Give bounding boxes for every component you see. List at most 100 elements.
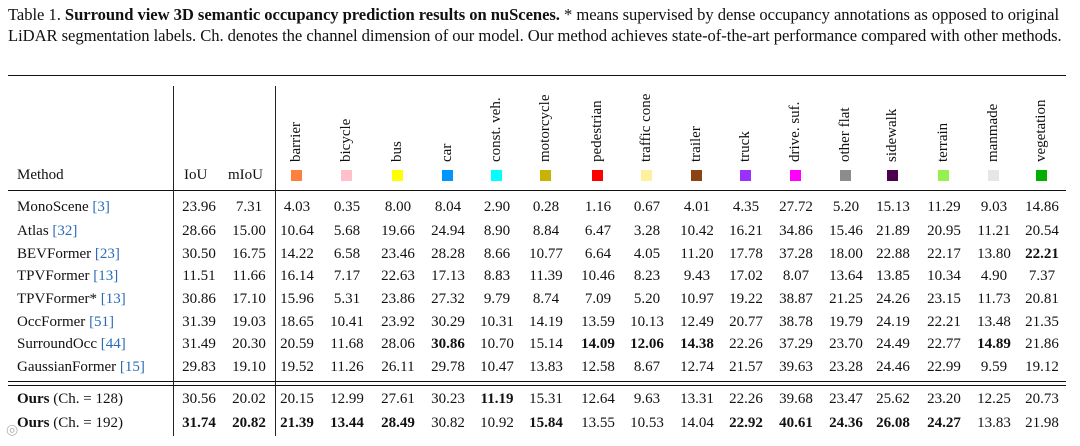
method-name: OccFormer [51] (17, 313, 114, 331)
table-cell: 22.63 (381, 268, 415, 284)
table-cell: 15.84 (529, 415, 563, 431)
method-name: Ours (Ch. = 128) (17, 390, 123, 408)
table-cell: 14.38 (680, 336, 714, 352)
class-color-swatch (491, 170, 502, 181)
table-cell: 10.46 (581, 268, 615, 284)
table-cell: 14.22 (280, 246, 314, 262)
class-color-swatch (291, 170, 302, 181)
table-cell: 34.86 (779, 223, 813, 239)
table-cell: 6.64 (584, 246, 612, 262)
table-cell: 15.00 (232, 223, 266, 239)
table-cell: 27.32 (431, 291, 465, 307)
table-cell: 7.37 (1028, 268, 1056, 284)
table-cell: 38.87 (779, 291, 813, 307)
table-cell: 10.64 (280, 223, 314, 239)
method-label: Ours (17, 391, 50, 407)
table-cell: 4.03 (283, 199, 311, 215)
table-cell: 13.83 (529, 359, 563, 375)
table-cell: 20.54 (1025, 223, 1059, 239)
table-cell: 9.59 (980, 359, 1008, 375)
table-cell: 12.25 (977, 391, 1011, 407)
table-cell: 19.12 (1025, 359, 1059, 375)
table-cell: 9.03 (980, 199, 1008, 215)
class-color-swatch (540, 170, 551, 181)
citation-link[interactable]: [13] (100, 291, 126, 307)
table-cell: 7.17 (333, 268, 361, 284)
caption-body: * means supervised by dense occupancy an… (8, 5, 1062, 45)
table-cell: 26.08 (876, 415, 910, 431)
table-cell: 23.46 (381, 246, 415, 262)
citation-link[interactable]: [15] (119, 359, 145, 375)
table-cell: 22.26 (729, 391, 763, 407)
table-cell: 12.58 (581, 359, 615, 375)
table-cell: 11.39 (529, 268, 563, 284)
column-separator-miou (275, 86, 276, 436)
citation-link[interactable]: [32] (52, 223, 78, 239)
class-header-bicycle: bicycle (338, 118, 354, 162)
table-cell: 17.02 (729, 268, 763, 284)
class-header-terrain: terrain (935, 122, 951, 162)
method-name: SurroundOcc [44] (17, 335, 126, 353)
table-cell: 11.19 (480, 391, 514, 407)
table-cell: 12.99 (330, 391, 364, 407)
table-cell: 30.29 (431, 314, 465, 330)
table-cell: 17.78 (729, 246, 763, 262)
citation-link[interactable]: [13] (93, 268, 119, 284)
table-cell: 16.21 (729, 223, 763, 239)
table-cell: 14.19 (529, 314, 563, 330)
method-name: GaussianFormer [15] (17, 358, 145, 376)
table-cell: 19.03 (232, 314, 266, 330)
table-cell: 13.80 (977, 246, 1011, 262)
table-cell: 11.73 (977, 291, 1011, 307)
class-color-swatch (641, 170, 652, 181)
citation-link[interactable]: [51] (89, 314, 115, 330)
table-cell: 15.13 (876, 199, 910, 215)
table-cell: 8.04 (434, 199, 462, 215)
citation-link[interactable]: [44] (100, 336, 126, 352)
table-cell: 24.19 (876, 314, 910, 330)
class-header-motorcycle: motorcycle (537, 94, 553, 162)
table-cell: 13.59 (581, 314, 615, 330)
method-channel-note: (Ch. = 128) (53, 391, 123, 407)
class-color-swatch (691, 170, 702, 181)
class-color-swatch (341, 170, 352, 181)
citation-link[interactable]: [23] (94, 246, 120, 262)
table-cell: 23.70 (829, 336, 863, 352)
table-cell: 10.92 (480, 415, 514, 431)
method-label: BEVFormer (17, 246, 92, 262)
caption-label: Table 1. (8, 5, 61, 24)
table-cell: 11.51 (182, 268, 216, 284)
table-cell: 8.07 (782, 268, 810, 284)
table-cell: 21.35 (1025, 314, 1059, 330)
table-cell: 2.90 (483, 199, 511, 215)
table-cell: 8.84 (532, 223, 560, 239)
mid-rule-2 (8, 385, 1066, 386)
table-cell: 23.15 (927, 291, 961, 307)
class-color-swatch (1036, 170, 1047, 181)
table-cell: 21.86 (1025, 336, 1059, 352)
table-cell: 20.77 (729, 314, 763, 330)
class-header-trailer: trailer (688, 126, 704, 162)
table-cell: 11.21 (977, 223, 1011, 239)
class-header-barrier: barrier (288, 122, 304, 162)
table-cell: 23.86 (381, 291, 415, 307)
table-cell: 20.82 (232, 415, 266, 431)
watermark: ◎ (6, 422, 19, 438)
table-cell: 39.63 (779, 359, 813, 375)
header-miou: mIoU (228, 167, 263, 183)
method-name: BEVFormer [23] (17, 245, 120, 263)
table-cell: 0.35 (333, 199, 361, 215)
mid-rule-1 (8, 381, 1066, 382)
table-cell: 15.14 (529, 336, 563, 352)
table-cell: 28.66 (182, 223, 216, 239)
table-cell: 8.83 (483, 268, 511, 284)
class-header-pedestrian: pedestrian (589, 100, 605, 162)
table-cell: 30.82 (431, 415, 465, 431)
method-name: TPVFormer [13] (17, 267, 118, 285)
class-color-swatch (988, 170, 999, 181)
citation-link[interactable]: [3] (92, 199, 110, 215)
table-cell: 5.20 (832, 199, 860, 215)
table-cell: 24.94 (431, 223, 465, 239)
table-cell: 20.30 (232, 336, 266, 352)
table-cell: 14.89 (977, 336, 1011, 352)
